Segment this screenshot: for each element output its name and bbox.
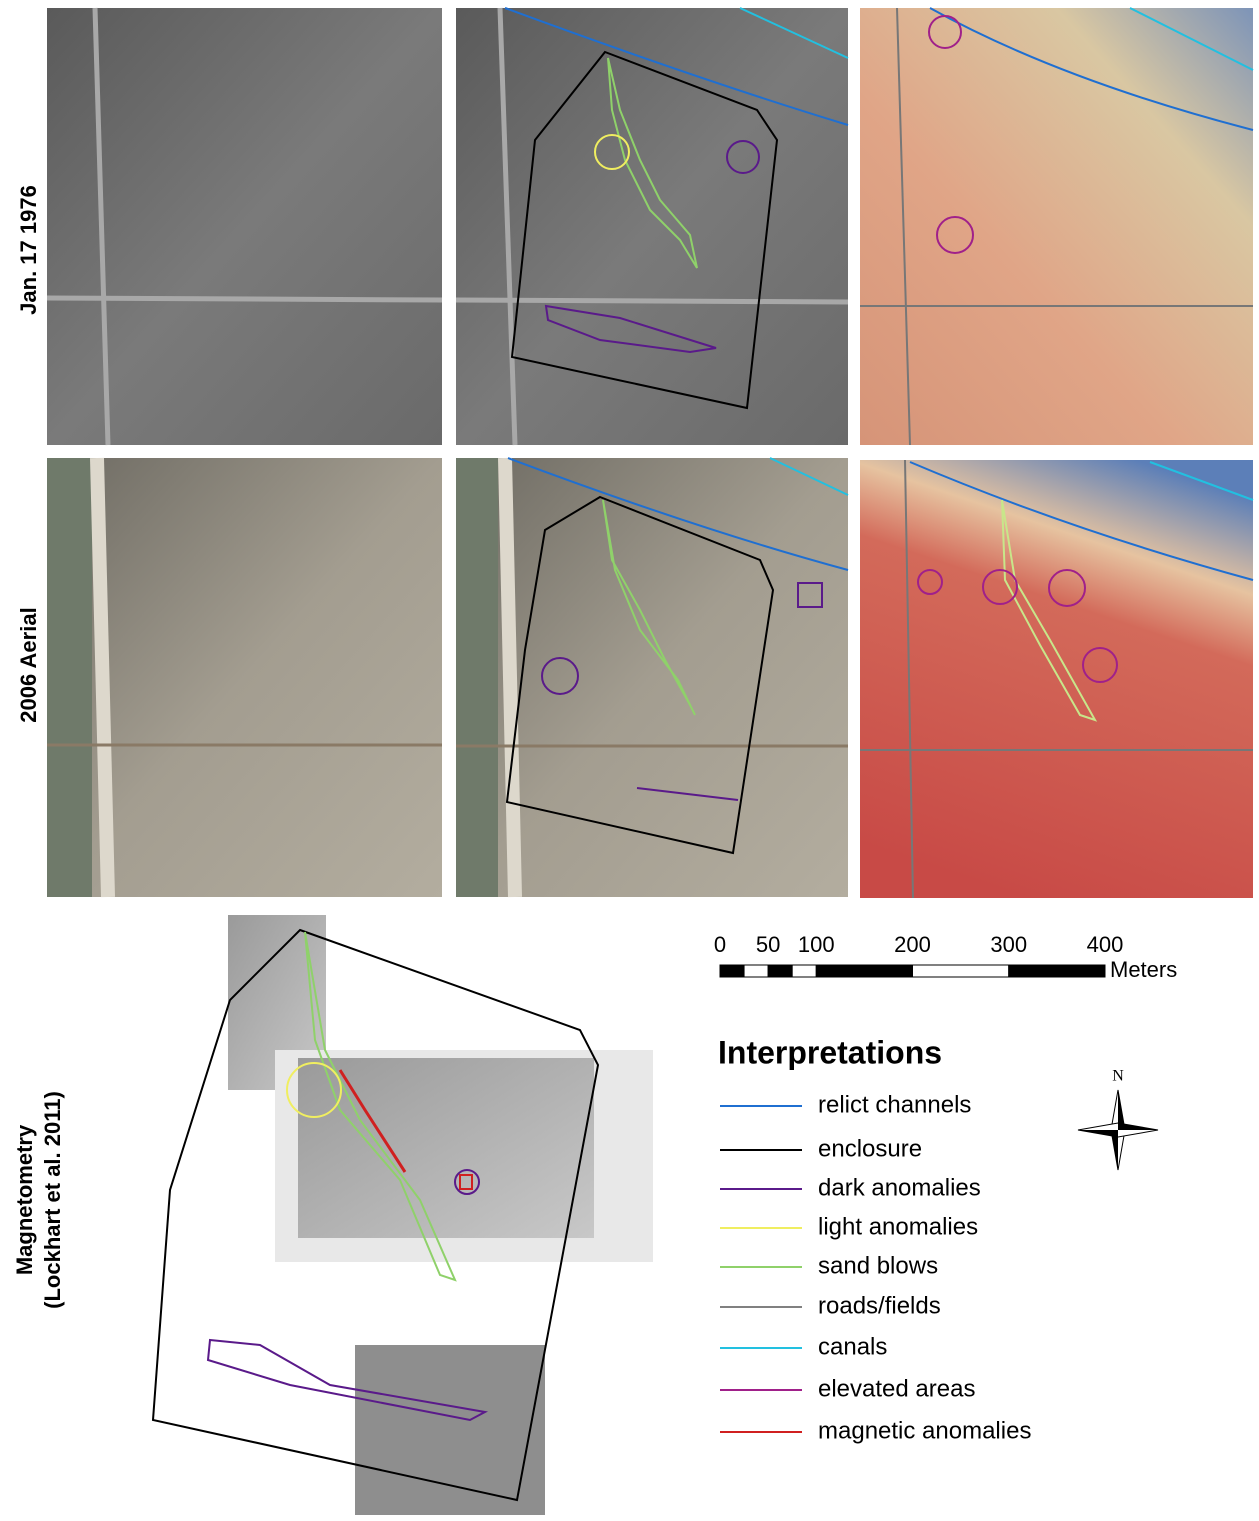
scale-segment	[792, 965, 816, 977]
scale-segment	[913, 965, 1009, 977]
north-arrow: N	[1078, 1068, 1158, 1170]
legend-label: relict channels	[818, 1091, 971, 1118]
legend-label: canals	[818, 1333, 887, 1360]
magnetometry-panel	[153, 915, 653, 1515]
scale-segment	[816, 965, 912, 977]
legend-label: enclosure	[818, 1135, 922, 1162]
figure: Jan. 17 1976 2006 Aerial Magnetometry (L…	[0, 0, 1259, 1521]
row-label: Magnetometry	[12, 1124, 37, 1275]
north-label: N	[1112, 1068, 1124, 1085]
scale-tick-label: 100	[798, 932, 835, 957]
scale-tick-label: 0	[714, 932, 726, 957]
scale-segment	[768, 965, 792, 977]
panel-2006-interpreted	[456, 458, 848, 897]
scale-tick-label: 400	[1087, 932, 1124, 957]
panel-2006	[47, 458, 442, 897]
row-label: 2006 Aerial	[16, 607, 41, 722]
panel-1976-heat	[860, 8, 1253, 445]
panel-1976-interpreted	[456, 8, 848, 445]
legend: relict channels enclosure dark anomalies li…	[720, 1091, 1031, 1444]
legend-label: elevated areas	[818, 1375, 975, 1402]
row-label: (Lockhart et al. 2011)	[40, 1091, 65, 1309]
legend-label: dark anomalies	[818, 1174, 981, 1201]
scale-tick-label: 200	[894, 932, 931, 957]
scale-segment	[1009, 965, 1105, 977]
scale-unit: Meters	[1110, 957, 1177, 982]
legend-label: roads/fields	[818, 1292, 941, 1319]
scale-tick-label: 300	[990, 932, 1027, 957]
scale-segment	[744, 965, 768, 977]
scale-bar: 0 50 100 200 300 400	[714, 932, 1123, 977]
legend-title: Interpretations	[718, 1034, 942, 1070]
legend-label: sand blows	[818, 1252, 938, 1279]
scale-segment	[720, 965, 744, 977]
panel-2006-heat	[860, 460, 1253, 898]
row-label: Jan. 17 1976	[16, 185, 41, 315]
scale-tick-label: 50	[756, 932, 780, 957]
legend-label: magnetic anomalies	[818, 1417, 1031, 1444]
legend-label: light anomalies	[818, 1213, 978, 1240]
panel-1976	[47, 8, 442, 445]
